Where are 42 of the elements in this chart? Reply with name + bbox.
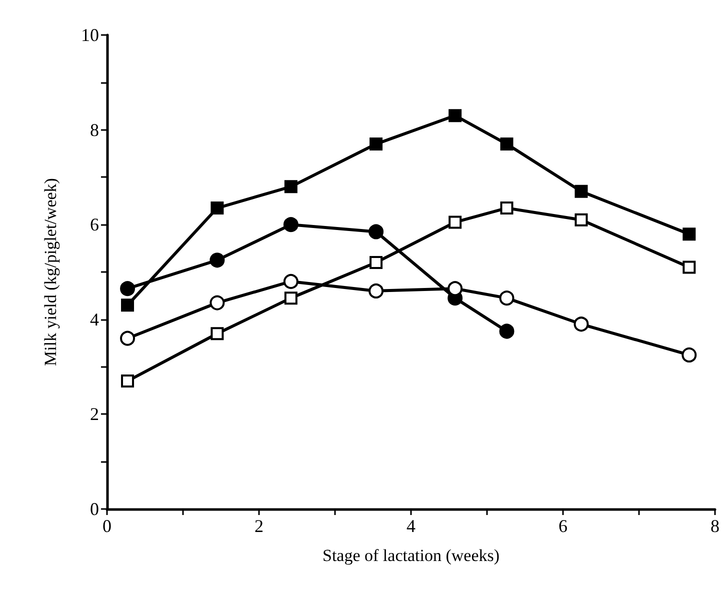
y-tick-label: 4 xyxy=(90,309,99,330)
point xyxy=(210,202,224,215)
point xyxy=(574,316,589,332)
point xyxy=(448,216,462,229)
y-tick-label: 10 xyxy=(81,25,99,45)
point xyxy=(283,217,298,232)
y-tick-label: 8 xyxy=(90,120,99,140)
point xyxy=(370,138,383,151)
point xyxy=(574,213,588,226)
y-tick-label: 2 xyxy=(90,404,99,424)
x-tick-label: 2 xyxy=(254,516,264,536)
point xyxy=(283,274,298,289)
x-tick-label: 8 xyxy=(710,516,720,536)
y-tick-label: 0 xyxy=(90,499,99,519)
point xyxy=(120,281,136,296)
point xyxy=(210,295,225,310)
point xyxy=(368,224,384,240)
point xyxy=(682,347,697,362)
point xyxy=(120,330,136,346)
point xyxy=(284,292,298,305)
point xyxy=(368,283,384,298)
y-axis-title: Milk yield (kg/piglet/week) xyxy=(41,178,60,366)
y-tick-label: 6 xyxy=(90,214,99,235)
point xyxy=(210,252,225,268)
point xyxy=(121,374,134,388)
x-tick-label: 0 xyxy=(102,516,112,536)
point xyxy=(574,184,588,198)
point xyxy=(682,228,696,241)
point xyxy=(499,290,514,306)
point xyxy=(210,327,224,340)
point xyxy=(284,180,298,194)
point xyxy=(121,298,134,312)
x-axis-title: Stage of lactation (weeks) xyxy=(322,546,500,565)
point xyxy=(682,260,696,274)
x-tick-label: 4 xyxy=(406,516,416,536)
point xyxy=(370,256,383,270)
point xyxy=(500,138,514,151)
point xyxy=(448,281,463,296)
point xyxy=(448,109,462,122)
point xyxy=(499,324,514,339)
point xyxy=(500,202,514,215)
x-tick-label: 6 xyxy=(558,516,568,536)
